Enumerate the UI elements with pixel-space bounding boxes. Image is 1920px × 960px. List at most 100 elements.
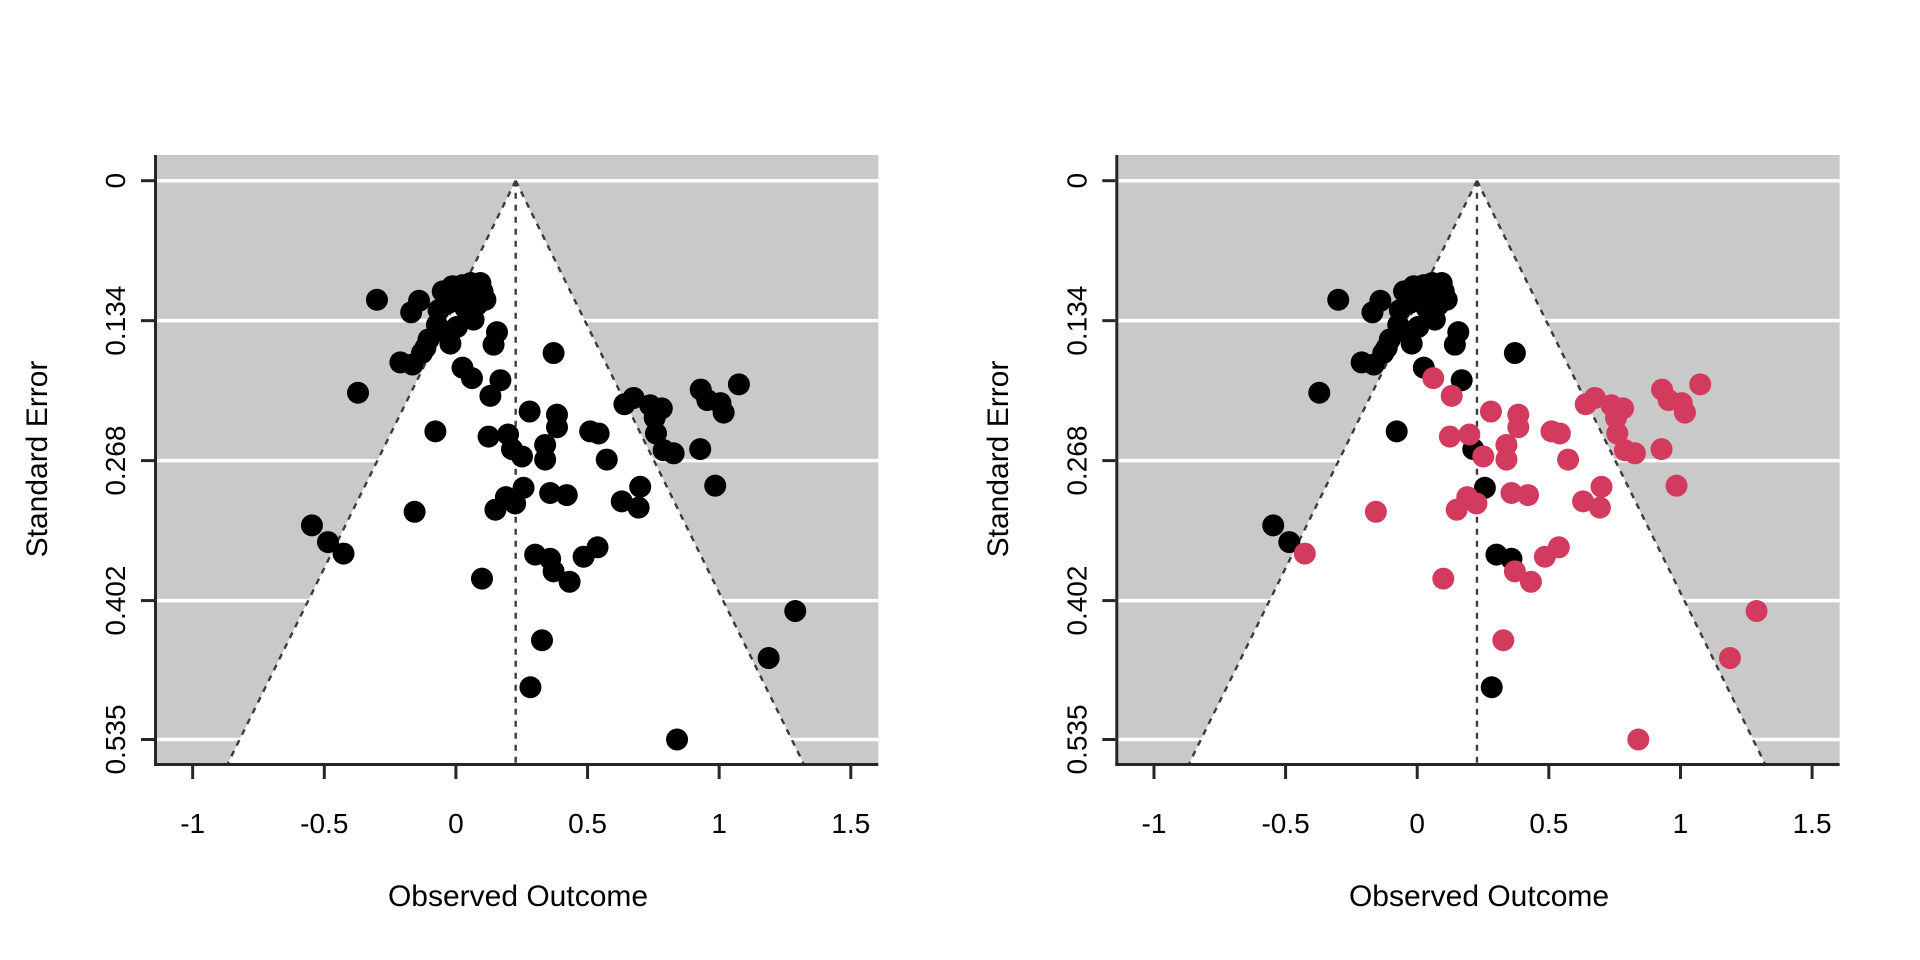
- data-point-black: [1262, 514, 1285, 537]
- data-point-red: [1456, 486, 1479, 509]
- data-point-black: [531, 629, 554, 652]
- data-point-red: [1519, 570, 1542, 593]
- data-point-black: [1400, 332, 1423, 355]
- data-point-black: [439, 332, 462, 355]
- data-point-black: [586, 536, 609, 559]
- data-point-red: [1432, 567, 1455, 590]
- data-point-red: [1557, 448, 1580, 471]
- data-point-black: [510, 445, 533, 468]
- data-point-black: [400, 301, 423, 324]
- y-tick-label: 0.402: [1061, 566, 1092, 636]
- data-point-black: [542, 560, 565, 583]
- x-tick-label: -0.5: [300, 808, 348, 839]
- data-point-black: [479, 384, 502, 407]
- data-point-black: [712, 401, 735, 424]
- x-tick-label: 0: [448, 808, 464, 839]
- x-tick-label: 1: [711, 808, 727, 839]
- funnel-right-edge-left: [514, 180, 805, 764]
- x-tick-label: 0: [1409, 808, 1425, 839]
- data-point-black: [627, 496, 650, 519]
- data-point-black: [662, 442, 685, 465]
- data-point-black: [519, 676, 542, 699]
- data-point-black: [784, 600, 807, 623]
- data-point-black: [1385, 420, 1408, 443]
- data-point-red: [1440, 384, 1463, 407]
- data-point-black: [477, 425, 500, 448]
- data-point-black: [595, 448, 618, 471]
- data-point-red: [1364, 500, 1387, 523]
- x-tick-label: 0.5: [568, 808, 607, 839]
- data-point-black: [460, 367, 483, 390]
- data-point-red: [1495, 448, 1518, 471]
- data-point-black: [403, 500, 426, 523]
- data-point-black: [1372, 342, 1395, 365]
- data-point-black: [539, 481, 562, 504]
- data-point-black: [1278, 531, 1301, 554]
- x-tick-label: -1: [1142, 808, 1167, 839]
- data-point-red: [1627, 728, 1650, 751]
- x-tick-label: -0.5: [1261, 808, 1309, 839]
- y-axis-title-left: Standard Error: [21, 360, 54, 558]
- data-point-black: [1361, 301, 1384, 324]
- data-point-black: [546, 416, 569, 439]
- y-axis-title-right: Standard Error: [982, 360, 1015, 558]
- data-point-black: [689, 438, 712, 461]
- data-point-red: [1503, 560, 1526, 583]
- data-point-black: [534, 448, 557, 471]
- x-tick-label: 0.5: [1529, 808, 1568, 839]
- data-point-red: [1745, 600, 1768, 623]
- data-point-red: [1572, 490, 1595, 513]
- x-tick-label: 1.5: [1793, 808, 1832, 839]
- data-point-black: [727, 373, 750, 396]
- data-point-red: [1606, 422, 1629, 445]
- data-point-black: [1327, 288, 1350, 311]
- data-point-black: [666, 728, 689, 751]
- x-tick-label: 1.5: [831, 808, 870, 839]
- data-point-black: [1503, 342, 1526, 365]
- data-point-red: [1500, 481, 1523, 504]
- x-axis-title-right: Observed Outcome: [1348, 880, 1610, 913]
- data-point-black: [622, 386, 645, 409]
- y-tick-label: 0.402: [100, 566, 131, 636]
- x-axis-title-left: Observed Outcome: [387, 880, 649, 913]
- data-point-red: [1588, 496, 1611, 519]
- data-point-black: [644, 422, 667, 445]
- y-tick-label: 0.268: [100, 426, 131, 496]
- data-point-black: [587, 422, 610, 445]
- data-point-black: [542, 342, 565, 365]
- y-tick-label: 0.268: [1061, 426, 1092, 496]
- data-point-red: [1673, 401, 1696, 424]
- data-point-black: [1423, 308, 1446, 331]
- data-point-red: [1479, 400, 1502, 423]
- data-point-black: [704, 474, 727, 497]
- data-point-black: [757, 647, 780, 670]
- data-point-red: [1458, 423, 1481, 446]
- data-point-red: [1472, 445, 1495, 468]
- y-tick-label: 0: [1061, 173, 1092, 189]
- y-tick-label: 0.535: [100, 704, 131, 774]
- y-tick-label: 0: [100, 173, 131, 189]
- x-tick-label: -1: [180, 808, 205, 839]
- data-point-black: [555, 484, 578, 507]
- data-point-red: [1517, 484, 1540, 507]
- data-point-black: [518, 400, 541, 423]
- data-point-black: [489, 369, 512, 392]
- data-point-red: [1438, 425, 1461, 448]
- y-tick-label: 0.535: [1061, 704, 1092, 774]
- data-point-red: [1650, 438, 1673, 461]
- data-point-black: [482, 333, 505, 356]
- data-point-black: [494, 486, 517, 509]
- data-point-black: [1450, 369, 1473, 392]
- data-point-black: [497, 423, 520, 446]
- data-point-black: [462, 308, 485, 331]
- data-point-black: [1480, 676, 1503, 699]
- data-point-red: [1507, 416, 1530, 439]
- data-point-red: [1492, 629, 1515, 652]
- data-point-black: [316, 531, 339, 554]
- data-point-red: [1293, 542, 1316, 565]
- data-point-black: [629, 475, 652, 498]
- data-point-black: [474, 288, 497, 311]
- data-point-black: [424, 420, 447, 443]
